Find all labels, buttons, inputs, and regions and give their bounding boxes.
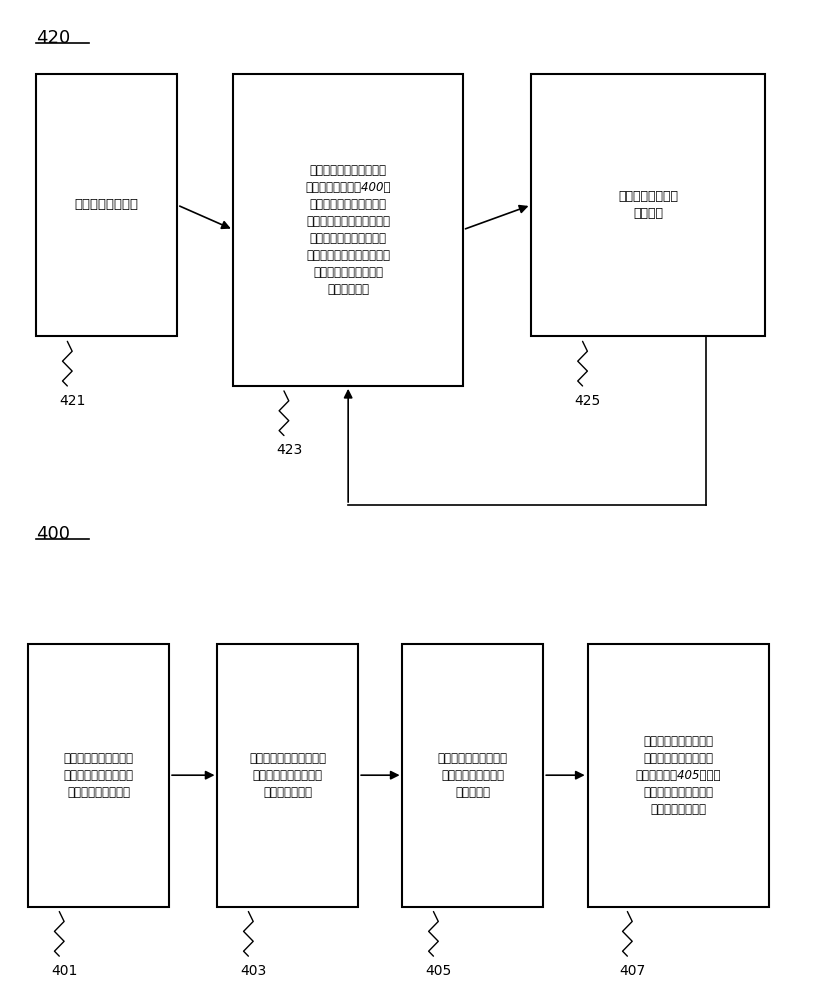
Text: 将每个图像和其对应的
伪影标签存储在数字
存储设备中: 将每个图像和其对应的 伪影标签存储在数字 存储设备中 bbox=[438, 752, 508, 799]
Bar bbox=[37, 74, 177, 336]
Text: 425: 425 bbox=[575, 394, 601, 408]
Text: 训练基于计算病理学的
机器学习算法，以基于
（例如，步骤405）存储
的数据集预测每个数字
图像的优先级排序: 训练基于计算病理学的 机器学习算法，以基于 （例如，步骤405）存储 的数据集预… bbox=[635, 735, 721, 816]
Text: 423: 423 bbox=[276, 443, 302, 457]
Text: 创建跨癌症亚型和组织
样本的一个或多个数字
化病理图像的数据集: 创建跨癌症亚型和组织 样本的一个或多个数字 化病理图像的数据集 bbox=[63, 752, 133, 799]
Bar bbox=[233, 74, 463, 386]
Text: 421: 421 bbox=[59, 394, 85, 408]
Text: 接收数字病理图像: 接收数字病理图像 bbox=[75, 198, 139, 211]
Text: 420: 420 bbox=[37, 29, 71, 47]
Bar bbox=[402, 644, 543, 907]
Text: 接收或确定针对数据集中
的每个病理图像的一个
或多个伪影标签: 接收或确定针对数据集中 的每个病理图像的一个 或多个伪影标签 bbox=[250, 752, 326, 799]
Text: 407: 407 bbox=[620, 964, 646, 978]
Bar bbox=[588, 644, 768, 907]
Text: 400: 400 bbox=[37, 525, 71, 543]
Bar bbox=[217, 644, 359, 907]
Bar bbox=[531, 74, 764, 336]
Text: 将经训练的机器学习模型
（例如，来自方法400）
应用于接收到的数字病理
图像，并确定与接收的数字
病理图像相关联的截片或
病例的排序顺序或统计量，
排序顺序或: 将经训练的机器学习模型 （例如，来自方法400） 应用于接收到的数字病理 图像，… bbox=[306, 164, 391, 296]
Text: 基于质量控制指标
输出警报: 基于质量控制指标 输出警报 bbox=[618, 190, 678, 220]
Text: 405: 405 bbox=[425, 964, 452, 978]
Text: 403: 403 bbox=[241, 964, 267, 978]
Bar bbox=[28, 644, 169, 907]
Text: 401: 401 bbox=[51, 964, 77, 978]
